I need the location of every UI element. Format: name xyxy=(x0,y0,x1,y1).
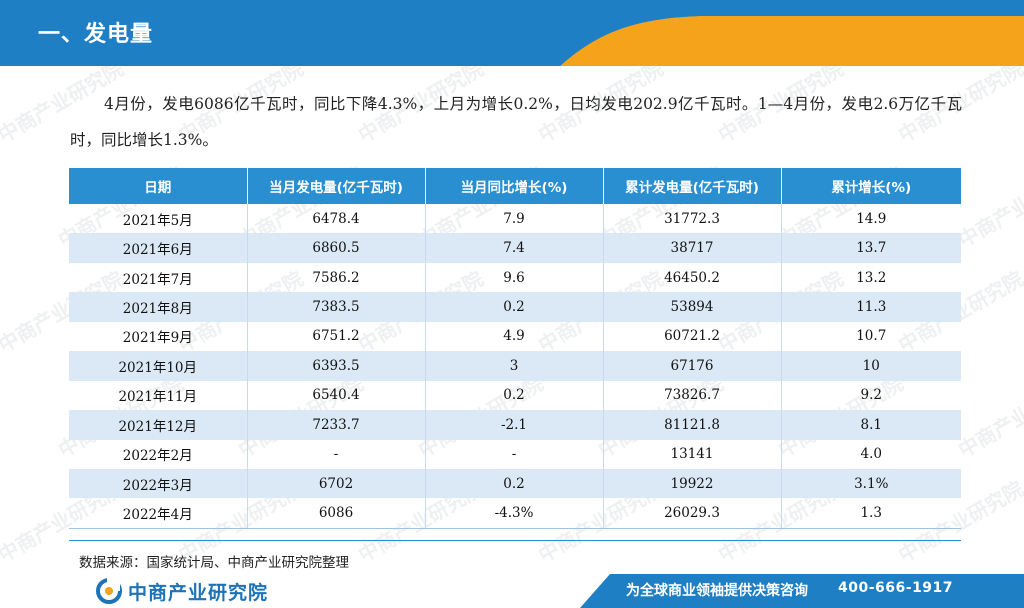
watermark-text: 中商产业研究院 xyxy=(954,161,1024,253)
monthly-output-cell: 7383.5 xyxy=(247,292,426,322)
date-cell: 2021年7月 xyxy=(69,262,248,293)
column-header-monthly-yoy: 当月同比增长(%) xyxy=(425,168,604,204)
monthly-yoy-cell: 7.4 xyxy=(425,233,604,263)
cumulative-growth-cell: 1.3 xyxy=(781,498,961,529)
table-row: 2021年12月 7233.7 -2.1 81121.8 8.1 xyxy=(69,410,961,440)
table-row: 2021年5月 6478.4 7.9 31772.3 14.9 xyxy=(69,204,961,234)
header-background xyxy=(0,0,1024,66)
date-cell: 2022年3月 xyxy=(69,468,248,499)
table-row: 2022年3月 6702 0.2 19922 3.1% xyxy=(69,468,961,499)
column-header-cumulative-growth: 累计增长(%) xyxy=(781,168,961,204)
date-cell: 2021年11月 xyxy=(69,380,248,411)
cumulative-growth-cell: 10.7 xyxy=(856,328,887,345)
monthly-output-cell: 7586.2 xyxy=(247,262,426,293)
table-row: 2021年8月 7383.5 0.2 53894 11.3 xyxy=(69,292,961,322)
column-header-date: 日期 xyxy=(69,168,248,204)
column-header-monthly-output: 当月发电量(亿千瓦时) xyxy=(247,168,426,204)
date-cell: 2021年12月 xyxy=(69,410,248,440)
table-row: 2021年9月 6751.2 4.9 60721.2 10.7 xyxy=(69,321,961,352)
cumulative-output-cell: 46450.2 xyxy=(603,262,782,293)
table-header-row: 日期 当月发电量(亿千瓦时) 当月同比增长(%) 累计发电量(亿千瓦时) 累计增… xyxy=(69,168,961,204)
cumulative-growth-cell: 10 xyxy=(781,351,961,381)
cumulative-growth-cell: 3.1% xyxy=(781,468,961,499)
cumulative-growth-cell: 11.3 xyxy=(781,292,961,322)
monthly-yoy-cell: 3 xyxy=(425,351,604,381)
cumulative-output-cell: 67176 xyxy=(603,351,782,381)
date-cell: 2021年8月 xyxy=(69,292,248,322)
table-row: 2022年2月 - -13141 4.0 xyxy=(69,439,961,469)
cumulative-output-cell: 38717 xyxy=(603,233,782,263)
monthly-yoy-cell: 0.2 xyxy=(425,468,604,499)
data-source: 数据来源：国家统计局、中商产业研究院整理 xyxy=(79,555,349,571)
cumulative-growth-cell: 14.9 xyxy=(856,210,887,227)
column-header-cumulative-output: 累计发电量(亿千瓦时) xyxy=(603,168,782,204)
page-title: 一、发电量 xyxy=(38,22,154,47)
power-generation-table: 日期 当月发电量(亿千瓦时) 当月同比增长(%) 累计发电量(亿千瓦时) 累计增… xyxy=(69,168,961,529)
monthly-yoy-cell: - xyxy=(425,439,604,469)
monthly-yoy-cell: -2.1 xyxy=(425,410,604,440)
monthly-output-cell: 6393.5 xyxy=(247,351,426,381)
company-logo: 中商产业研究院 xyxy=(96,578,268,604)
monthly-output-cell: 6751.2 xyxy=(247,321,426,352)
monthly-output-cell: 6478.4 xyxy=(247,204,426,234)
date-cell: 2021年6月 xyxy=(69,233,248,263)
footer: 中商产业研究院 为全球商业领袖提供决策咨询 400-666-1917 xyxy=(0,574,1024,608)
monthly-yoy-cell: -4.3% xyxy=(425,498,604,529)
date-cell: 2022年4月 xyxy=(69,498,248,529)
intro-paragraph: 4月份，发电6086亿千瓦时，同比下降4.3%，上月为增长0.2%，日均发电20… xyxy=(70,95,962,149)
monthly-yoy-cell: 4.9 xyxy=(425,321,604,352)
cumulative-output-cell: 53894 xyxy=(603,292,782,322)
monthly-output-cell: 6860.5 xyxy=(247,233,426,263)
date-cell: 2021年5月 xyxy=(69,204,248,234)
monthly-output-cell: - xyxy=(247,439,426,469)
contact-phone: 400-666-1917 xyxy=(838,580,954,596)
monthly-output-cell: 6702 xyxy=(247,468,426,499)
cumulative-output-cell: 73826.7 xyxy=(603,380,782,411)
table-row: 2021年7月 7586.2 9.6 46450.2 13.2 xyxy=(69,262,961,293)
header-banner: 一、发电量 xyxy=(0,0,1024,66)
date-cell: 2022年2月 xyxy=(69,439,248,469)
footer-band xyxy=(580,574,1024,608)
cumulative-growth-cell: 13.7 xyxy=(781,233,961,263)
cumulative-output-cell: 31772.3 xyxy=(603,204,782,234)
cumulative-output-cell: 60721.2 xyxy=(603,321,782,352)
cumulative-growth-cell: 9.2 xyxy=(860,387,882,404)
logo-icon xyxy=(96,578,122,604)
cumulative-growth-cell: 8.1 xyxy=(781,410,961,440)
cumulative-output-cell: 81121.8 xyxy=(603,410,782,440)
date-cell: 2021年10月 xyxy=(69,351,248,381)
date-cell: 2021年9月 xyxy=(69,321,248,352)
monthly-output-cell: 7233.7 xyxy=(247,410,426,440)
cumulative-growth-cell: 4.0 xyxy=(860,446,882,463)
monthly-yoy-cell: 7.9 xyxy=(425,204,604,234)
cumulative-output-cell: 26029.3 xyxy=(603,498,782,529)
table-row: 2022年4月 6086 -4.3% 26029.3 1.3 xyxy=(69,498,961,529)
cumulative-growth-cell: 13.2 xyxy=(856,269,887,286)
watermark-text: 中商产业研究院 xyxy=(954,371,1024,463)
footer-slogan: 为全球商业领袖提供决策咨询 xyxy=(626,583,808,599)
table-row: 2021年10月 6393.5 3 67176 10 xyxy=(69,351,961,381)
logo-text: 中商产业研究院 xyxy=(128,581,269,604)
table-row: 2021年6月 6860.5 7.4 38717 13.7 xyxy=(69,233,961,263)
cumulative-output-cell: 13141 xyxy=(603,439,782,469)
monthly-yoy-cell: 0.2 xyxy=(425,292,604,322)
monthly-yoy-cell: 9.6 xyxy=(425,262,604,293)
monthly-output-cell: 6086 xyxy=(247,498,426,529)
monthly-output-cell: 6540.4 xyxy=(247,380,426,411)
table-row: 2021年11月 6540.4 0.2 73826.7 9.2 xyxy=(69,380,961,411)
cumulative-output-cell: 19922 xyxy=(603,468,782,499)
divider xyxy=(69,540,961,541)
monthly-yoy-cell: 0.2 xyxy=(425,380,604,411)
